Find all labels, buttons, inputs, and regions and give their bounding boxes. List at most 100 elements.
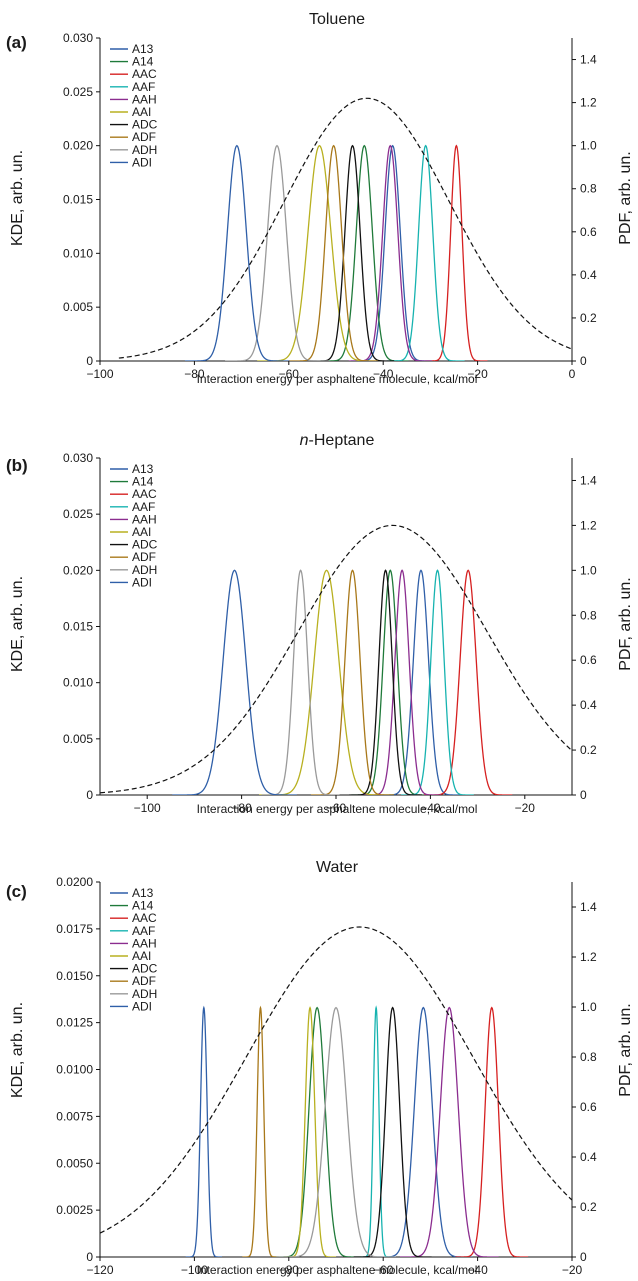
y-tick-label-left: 0.025 [63,507,93,521]
x-tick-label: −80 [279,1263,300,1277]
title-text: Water [316,859,359,876]
x-tick-label: −40 [420,801,441,815]
legend-label-aah: AAH [132,92,157,106]
series-line-aac [424,569,513,795]
y-tick-label-right: 0.2 [580,743,597,757]
y-tick-label-right: 0.6 [580,653,597,667]
legend-label-adf: ADF [132,550,156,564]
legend-label-aaf: AAF [132,500,155,514]
series-line-aai [257,144,382,361]
panel-letter: (a) [6,33,27,52]
panel-toluene: (a) Toluene KDE, arb. un. PDF, arb. un. … [6,11,634,386]
y-tick-label-left: 0.025 [63,85,93,99]
y-tick-label-right: 1.2 [580,950,597,964]
legend-label-aah: AAH [132,512,157,526]
pdf-dashed-curve [118,97,572,359]
y-axis-label-right: PDF, arb. un. [617,151,634,244]
pdf-dashed-curve [100,926,572,1234]
x-tick-label: −100 [181,1263,208,1277]
legend-label-a13: A13 [132,42,154,56]
legend-label-adf: ADF [132,130,156,144]
x-tick-label: −120 [86,1263,113,1277]
series-line-adf [289,144,378,361]
legend-label-aac: AAC [132,487,157,501]
pdf-dashed-curve [100,524,572,794]
legend-label-adc: ADC [132,962,158,976]
legend-label-a14: A14 [132,899,154,913]
legend-label-a13: A13 [132,886,154,900]
legend-label-a14: A14 [132,475,154,489]
legend-label-a14: A14 [132,55,154,69]
x-tick-label: 0 [569,367,576,381]
legend-label-adi: ADI [132,575,152,589]
legend-label-aai: AAI [132,525,151,539]
x-tick-label: −20 [515,801,536,815]
legend-label-adf: ADF [132,974,156,988]
y-tick-label-left: 0.010 [63,246,93,260]
x-axis-label: Interaction energy per asphaltene molecu… [197,1263,478,1277]
y-tick-label-right: 1.4 [580,53,597,67]
legend-label-aaf: AAF [132,80,155,94]
y-tick-label-left: 0.020 [63,139,93,153]
x-tick-label: −40 [467,1263,488,1277]
legend-label-aai: AAI [132,105,151,119]
series-line-adi [172,569,297,795]
x-tick-label: −20 [467,367,488,381]
y-tick-label-right: 1.4 [580,900,597,914]
y-axis-label-right: PDF, arb. un. [617,577,634,670]
y-tick-label-left: 0.0075 [56,1109,93,1123]
x-tick-label: −100 [86,367,113,381]
y-axis-label-left: KDE, arb. un. [9,1002,26,1098]
y-tick-label-right: 1.2 [580,518,597,532]
y-tick-label-left: 0.0175 [56,922,93,936]
y-tick-label-left: 0.005 [63,732,93,746]
legend-label-aai: AAI [132,949,151,963]
y-axis-label-right: PDF, arb. un. [617,1003,634,1096]
y-tick-label-right: 1.0 [580,139,597,153]
panel-letter: (c) [6,882,27,901]
x-tick-label: −40 [373,367,394,381]
y-tick-label-left: 0 [86,788,93,802]
y-tick-label-right: 0 [580,788,587,802]
legend-label-adh: ADH [132,143,157,157]
series-line-adh [261,569,340,795]
legend-label-aah: AAH [132,936,157,950]
panel-title: n-Heptane [300,432,375,449]
x-axis-label: Interaction energy per asphaltene molecu… [197,372,478,386]
y-tick-label-right: 1.2 [580,96,597,110]
panel-title: Toluene [309,11,365,28]
y-tick-label-left: 0.030 [63,451,93,465]
legend-label-aaf: AAF [132,924,155,938]
x-axis-label: Interaction energy per asphaltene molecu… [197,802,478,816]
y-tick-label-right: 0.4 [580,268,597,282]
legend-label-adh: ADH [132,563,157,577]
title-text: -Heptane [309,432,375,449]
series-line-adi [185,1005,223,1257]
y-tick-label-left: 0.015 [63,193,93,207]
title-italic-prefix: n [300,432,309,449]
x-tick-label: −20 [562,1263,583,1277]
series-line-a14 [272,1006,362,1257]
legend-label-a13: A13 [132,462,154,476]
legend-label-adc: ADC [132,538,158,552]
x-tick-label: −100 [134,801,161,815]
series-line-aac [425,144,488,361]
y-tick-label-left: 0.010 [63,676,93,690]
x-tick-label: −60 [279,367,300,381]
series-line-adc [349,569,422,795]
y-tick-label-right: 0.2 [580,311,597,325]
y-tick-label-left: 0.0200 [56,875,93,889]
title-text: Toluene [309,11,365,28]
y-tick-label-left: 0.0025 [56,1203,93,1217]
legend-label-adi: ADI [132,155,152,169]
y-tick-label-left: 0.0100 [56,1063,93,1077]
legend-label-aac: AAC [132,67,157,81]
y-tick-label-right: 1.4 [580,473,597,487]
y-tick-label-right: 1.0 [580,1000,597,1014]
y-tick-label-right: 0.4 [580,698,597,712]
y-axis-label-left: KDE, arb. un. [9,150,26,246]
legend-label-aac: AAC [132,911,157,925]
